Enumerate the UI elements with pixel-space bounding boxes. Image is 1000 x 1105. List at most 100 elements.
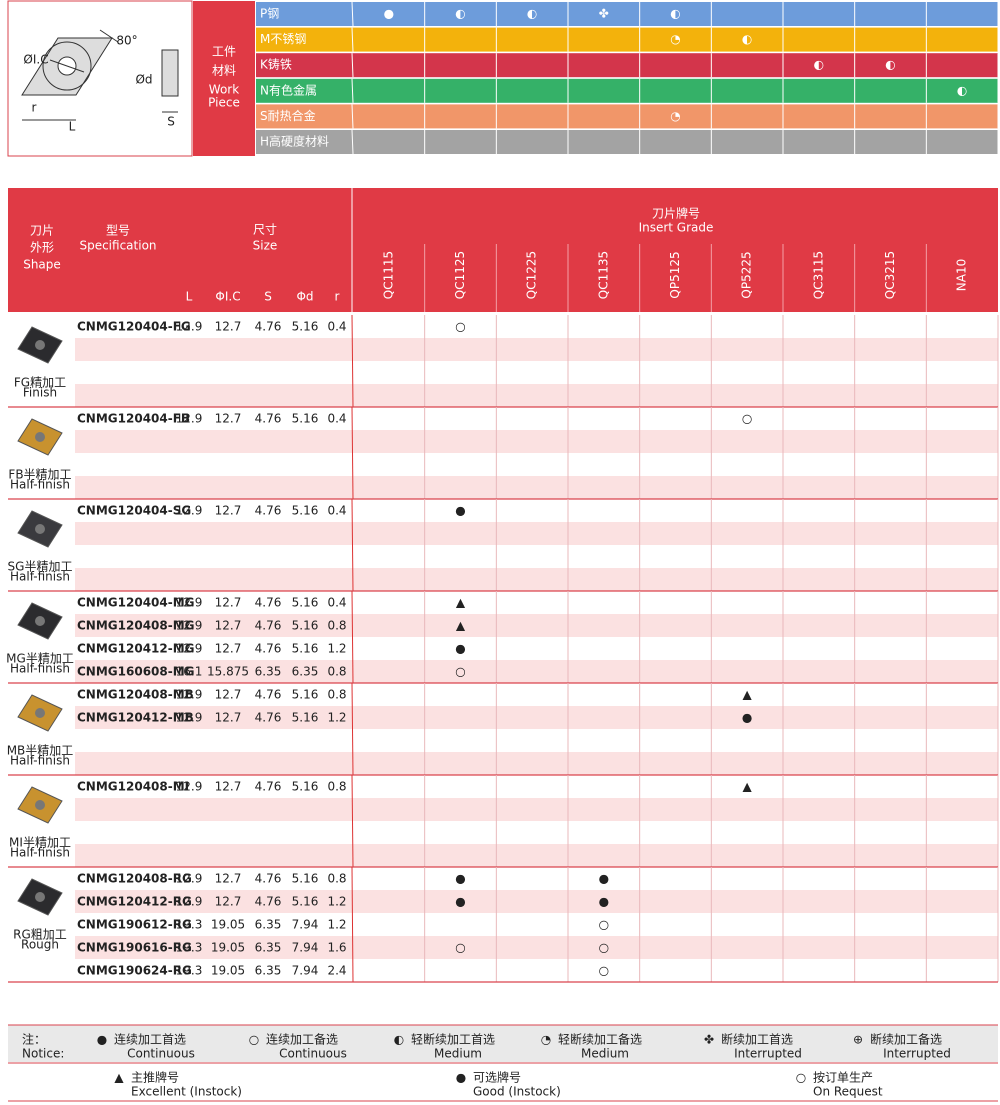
dim-value: 12.9 <box>176 895 203 909</box>
notice-text: 可选牌号 <box>473 1071 521 1085</box>
dim-value: 4.76 <box>255 619 282 633</box>
insert-hole <box>35 708 45 718</box>
spec: CNMG120408-MB <box>77 688 194 702</box>
grade-mark: ○ <box>599 941 609 955</box>
group-label: Rough <box>21 938 59 952</box>
row-shade <box>75 798 998 821</box>
rule <box>351 129 354 155</box>
dim-value: 12.7 <box>215 872 242 886</box>
notice-text: 轻断续加工备选 <box>558 1032 642 1047</box>
material-name: N有色金属 <box>260 82 317 97</box>
group-label: Half-finish <box>10 478 70 492</box>
row-shade <box>75 844 998 867</box>
header-text: Insert Grade <box>639 221 714 235</box>
grade-header: QC1115 <box>381 251 395 299</box>
dim-value: 16.1 <box>176 665 203 679</box>
dim-value: 12.7 <box>215 895 242 909</box>
dim-value: 12.7 <box>215 688 242 702</box>
dim-value: 5.16 <box>292 504 319 518</box>
workpiece-title: 工件 <box>212 45 236 59</box>
material-row <box>256 27 998 52</box>
dim-header: ΦI.C <box>215 290 240 304</box>
spec: CNMG120408-MI <box>77 780 189 794</box>
material-mark: ✤ <box>599 7 609 21</box>
material-name: S耐热合金 <box>260 108 316 123</box>
material-mark: ◐ <box>742 32 752 46</box>
notice-title: 注： <box>22 1032 46 1047</box>
side-drawing <box>161 49 179 97</box>
notice-symbol: ✤ <box>704 1033 714 1047</box>
notice-symbol: ● <box>97 1033 107 1047</box>
material-row <box>256 130 998 154</box>
material-mark: ◔ <box>670 109 680 123</box>
dim-value: 4.76 <box>255 872 282 886</box>
dim-value: 4.76 <box>255 895 282 909</box>
grade-header: QC1225 <box>525 251 539 299</box>
grade-mark: ● <box>455 872 465 886</box>
grade-header: NA10 <box>955 259 969 291</box>
notice-symbol: ◔ <box>541 1033 551 1047</box>
dim-value: 0.4 <box>327 596 346 610</box>
grade-header: QC1125 <box>453 251 467 299</box>
material-mark: ◐ <box>814 58 824 72</box>
table-header <box>8 188 998 312</box>
diagram-label: L <box>69 120 76 134</box>
dim-value: 12.7 <box>215 596 242 610</box>
spec: CNMG120412-MG <box>77 642 195 656</box>
grade-mark: ● <box>742 711 752 725</box>
group-label: Half-finish <box>10 570 70 584</box>
row-shade <box>75 706 998 729</box>
material-name: K铸铁 <box>260 57 292 72</box>
spec: CNMG120412-RG <box>77 895 192 909</box>
spec: CNMG120408-MG <box>77 619 195 633</box>
spec: CNMG120404-MG <box>77 596 195 610</box>
grade-mark: ○ <box>742 412 752 426</box>
group-label: Half-finish <box>10 754 70 768</box>
grade-mark: ▲ <box>743 688 753 702</box>
workpiece-title: Piece <box>208 96 240 110</box>
dim-value: 1.2 <box>327 918 346 932</box>
row-shade <box>75 430 998 453</box>
rule <box>351 314 354 408</box>
dim-value: 0.8 <box>327 872 346 886</box>
material-name: M不锈钢 <box>260 32 306 46</box>
grade-mark: ○ <box>455 941 465 955</box>
workpiece-title: 材料 <box>212 64 236 78</box>
dim-value: 0.4 <box>327 504 346 518</box>
dim-value: 7.94 <box>292 964 319 978</box>
dim-value: 1.2 <box>327 895 346 909</box>
dim-value: 4.76 <box>255 711 282 725</box>
grade-mark: ● <box>455 642 465 656</box>
spec: CNMG190612-RG <box>77 918 192 932</box>
dim-value: 6.35 <box>292 665 319 679</box>
notice-text: 连续加工备选 <box>266 1032 338 1047</box>
material-mark: ◐ <box>455 7 465 21</box>
notice-symbol: ◐ <box>394 1033 404 1047</box>
notice-text: 断续加工首选 <box>721 1032 793 1047</box>
row-shade <box>75 890 998 913</box>
material-name: H高硬度材料 <box>260 134 329 149</box>
insert-hole <box>35 800 45 810</box>
material-row <box>256 104 998 129</box>
spec: CNMG190616-RG <box>77 941 192 955</box>
dim-value: 12.9 <box>176 711 203 725</box>
row-shade <box>75 568 998 591</box>
dim-value: 0.8 <box>327 619 346 633</box>
notice-text: Excellent (Instock) <box>131 1085 242 1099</box>
dim-value: 12.7 <box>215 504 242 518</box>
dim-value: 0.4 <box>327 412 346 426</box>
dim-value: 4.76 <box>255 412 282 426</box>
dim-value: 19.05 <box>211 918 245 932</box>
dim-value: 5.16 <box>292 412 319 426</box>
dim-header: r <box>335 290 340 304</box>
dim-value: 2.4 <box>327 964 346 978</box>
notice-text: Continuous <box>127 1047 195 1061</box>
rule <box>351 774 354 868</box>
group-label: FB半精加工 <box>8 468 71 482</box>
material-row <box>256 78 998 103</box>
dim-value: 4.76 <box>255 320 282 334</box>
dim-value: 12.9 <box>176 619 203 633</box>
dim-value: 6.35 <box>255 918 282 932</box>
dim-value: 12.7 <box>215 642 242 656</box>
